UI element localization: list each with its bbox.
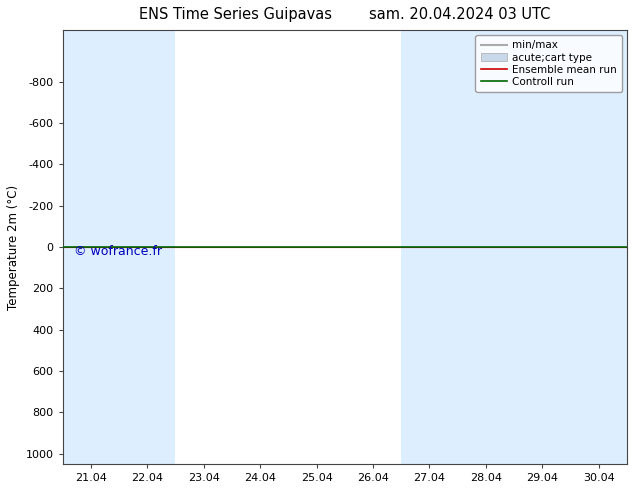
Bar: [401, 30, 458, 464]
Bar: [514, 30, 571, 464]
Bar: [63, 30, 119, 464]
Y-axis label: Temperature 2m (°C): Temperature 2m (°C): [7, 184, 20, 310]
Legend: min/max, acute;cart type, Ensemble mean run, Controll run: min/max, acute;cart type, Ensemble mean …: [476, 35, 622, 92]
Title: ENS Time Series Guipavas        sam. 20.04.2024 03 UTC: ENS Time Series Guipavas sam. 20.04.2024…: [139, 7, 550, 22]
Bar: [571, 30, 627, 464]
Text: © wofrance.fr: © wofrance.fr: [74, 245, 162, 258]
Bar: [119, 30, 176, 464]
Bar: [458, 30, 514, 464]
